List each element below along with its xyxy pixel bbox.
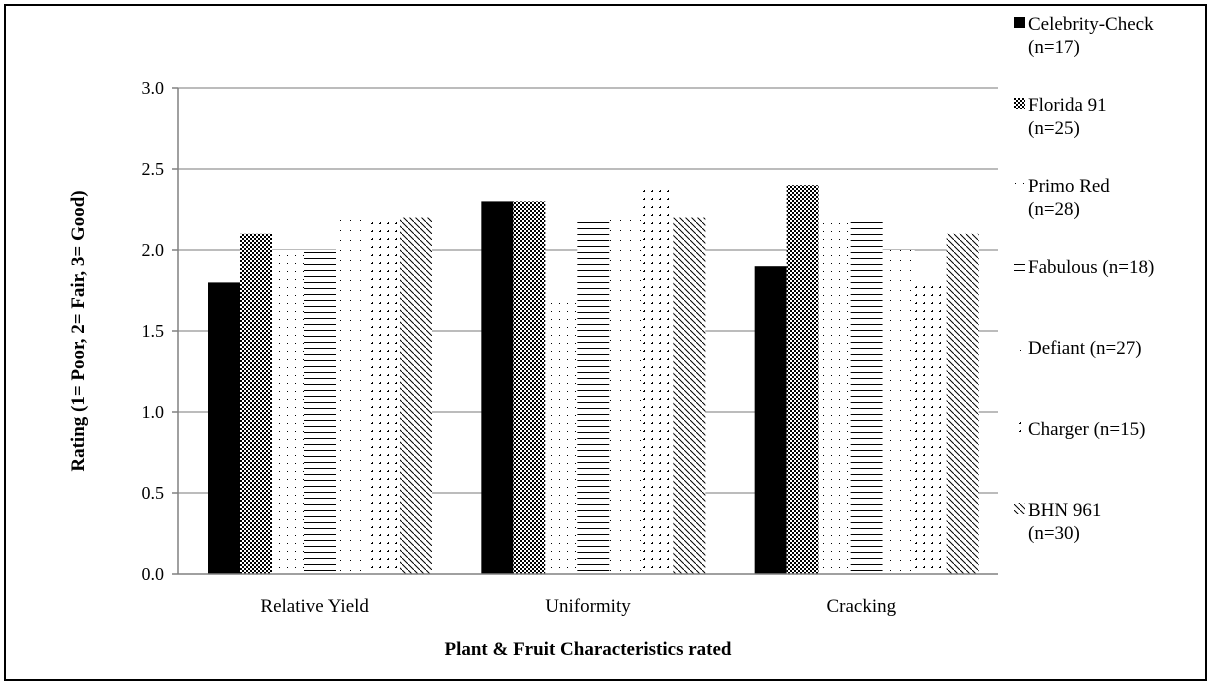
y-tick-labels: 0.0 0.5 1.0 1.5 2.0 2.5 3.0 bbox=[142, 78, 165, 584]
legend: Celebrity-Check(n=17) Florida 91(n=25) Pri… bbox=[1014, 14, 1154, 544]
bar-5-1 bbox=[641, 185, 673, 574]
legend-swatch bbox=[1014, 17, 1025, 28]
legend-label: Defiant (n=27) bbox=[1028, 338, 1142, 359]
legend-label: Celebrity-Check bbox=[1028, 14, 1154, 35]
y-tick-label: 1.5 bbox=[142, 321, 165, 341]
legend-label-count: (n=30) bbox=[1028, 523, 1080, 544]
bar-5-2 bbox=[915, 282, 947, 574]
x-category-label: Uniformity bbox=[545, 596, 631, 617]
x-category-label: Relative Yield bbox=[260, 596, 369, 617]
bars bbox=[208, 185, 979, 574]
bar-3-2 bbox=[851, 218, 883, 574]
bar-chart: 0.0 0.5 1.0 1.5 2.0 2.5 3.0 Relative Yield Unif… bbox=[6, 6, 1205, 679]
bar-1-0 bbox=[240, 234, 272, 574]
chart-frame: 0.0 0.5 1.0 1.5 2.0 2.5 3.0 Relative Yield Unif… bbox=[4, 4, 1207, 681]
x-category-label: Cracking bbox=[827, 596, 897, 617]
legend-swatch bbox=[1014, 260, 1025, 271]
bar-3-1 bbox=[577, 218, 609, 574]
legend-swatch bbox=[1014, 503, 1025, 514]
bar-0-1 bbox=[481, 201, 513, 574]
bar-2-2 bbox=[819, 218, 851, 574]
bar-0-0 bbox=[208, 282, 240, 574]
x-category-labels: Relative Yield Uniformity Cracking bbox=[260, 596, 896, 617]
bar-2-1 bbox=[545, 299, 577, 574]
y-tick-label: 0.0 bbox=[142, 564, 165, 584]
bar-4-1 bbox=[609, 218, 641, 574]
legend-label: Fabulous (n=18) bbox=[1028, 257, 1154, 278]
bar-5-0 bbox=[368, 218, 400, 574]
bar-0-2 bbox=[755, 266, 787, 574]
legend-swatch bbox=[1014, 422, 1025, 433]
y-tick-label: 1.0 bbox=[142, 402, 165, 422]
legend-label: Florida 91 bbox=[1028, 95, 1107, 116]
y-tick-label: 0.5 bbox=[142, 483, 165, 503]
bar-4-0 bbox=[336, 218, 368, 574]
legend-label: Primo Red bbox=[1028, 176, 1110, 197]
x-axis-title: Plant & Fruit Characteristics rated bbox=[444, 639, 731, 660]
bar-1-2 bbox=[787, 185, 819, 574]
legend-label: Charger (n=15) bbox=[1028, 419, 1145, 440]
bar-6-0 bbox=[400, 218, 432, 574]
y-tick-label: 3.0 bbox=[142, 78, 165, 98]
legend-swatch bbox=[1014, 179, 1025, 190]
bar-1-1 bbox=[513, 201, 545, 574]
bar-4-2 bbox=[883, 250, 915, 574]
y-axis-title: Rating (1= Poor, 2= Fair, 3= Good) bbox=[68, 190, 89, 471]
y-tick-label: 2.5 bbox=[142, 159, 165, 179]
legend-swatch bbox=[1014, 341, 1025, 352]
legend-label: BHN 961 bbox=[1028, 500, 1101, 521]
bar-6-1 bbox=[673, 218, 705, 574]
bar-3-0 bbox=[304, 250, 336, 574]
bar-2-0 bbox=[272, 250, 304, 574]
legend-label-count: (n=25) bbox=[1028, 118, 1080, 139]
bar-6-2 bbox=[947, 234, 979, 574]
legend-swatch bbox=[1014, 98, 1025, 109]
legend-label-count: (n=17) bbox=[1028, 37, 1080, 58]
y-tick-label: 2.0 bbox=[142, 240, 165, 260]
legend-label-count: (n=28) bbox=[1028, 199, 1080, 220]
